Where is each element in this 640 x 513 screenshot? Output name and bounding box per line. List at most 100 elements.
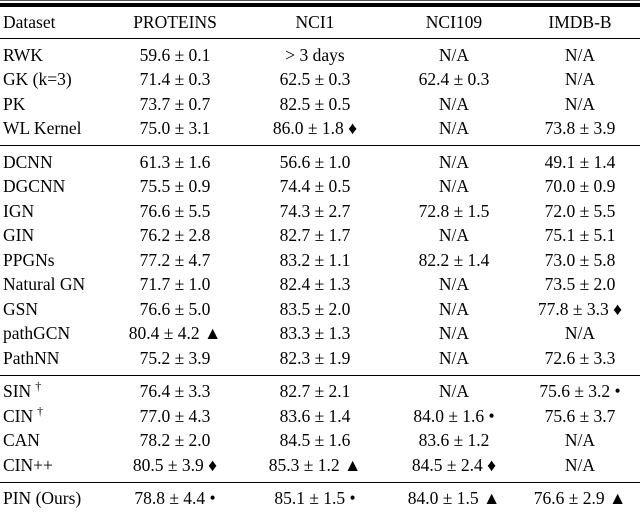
method-cell: PIN (Ours) [0, 482, 108, 513]
method-name: CAN [3, 430, 40, 451]
method-name: RWK [3, 44, 43, 65]
value-cell: 84.5 ± 1.6 [279, 430, 351, 451]
method-cell: PPGNs [0, 248, 108, 273]
results-table: Dataset PROTEINS NCI1 NCI109 IMDB-B RWK 5… [0, 7, 640, 513]
section-graph-kernels: RWK 59.6 ± 0.1 > 3 days N/A N/A GK (k=3) 71.4 … [0, 39, 640, 146]
value-cell: 76.4 ± 3.3 [139, 381, 211, 402]
value-cell: 59.6 ± 0.1 [139, 44, 211, 65]
method-cell: WL Kernel [0, 117, 108, 146]
value-cell: 56.6 ± 1.0 [279, 151, 351, 172]
value-cell: 83.3 ± 1.3 [279, 323, 351, 344]
method-cell: pathGCN [0, 322, 108, 347]
method-name: DCNN [3, 151, 53, 172]
table-row: CAN 78.2 ± 2.0 84.5 ± 1.6 83.6 ± 1.2 N/A [0, 429, 640, 454]
method-cell: PathNN [0, 346, 108, 375]
method-cell: Natural GN [0, 273, 108, 298]
value-cell: 73.8 ± 3.9 [544, 118, 616, 139]
table-row: Natural GN 71.7 ± 1.0 82.4 ± 1.3 N/A 73.5 ± … [0, 273, 640, 298]
value-cell: 49.1 ± 1.4 [544, 151, 616, 172]
value-cell: 84.0 ± 1.6 • [413, 405, 495, 426]
method-name: Natural GN [3, 274, 86, 295]
value-cell: N/A [438, 44, 470, 65]
table-row: CIN † 77.0 ± 4.3 83.6 ± 1.4 84.0 ± 1.6 • 75.6… [0, 404, 640, 429]
table-row: PathNN 75.2 ± 3.9 82.3 ± 1.9 N/A 72.6 ± 3.3 [0, 346, 640, 375]
table-row: SIN † 76.4 ± 3.3 82.7 ± 2.1 N/A 75.6 ± 3.2 • [0, 375, 640, 404]
method-name: IGN [3, 200, 35, 221]
dagger-superscript: † [35, 379, 42, 394]
value-cell: 80.4 ± 4.2 ▲ [128, 323, 222, 344]
method-name: DGCNN [3, 176, 66, 197]
method-cell: GK (k=3) [0, 68, 108, 93]
value-cell: 74.4 ± 0.5 [279, 176, 351, 197]
value-cell: 82.4 ± 1.3 [279, 274, 351, 295]
column-header-imdb-b: IMDB-B [548, 12, 612, 32]
value-cell: 71.7 ± 1.0 [139, 274, 211, 295]
value-cell: N/A [438, 118, 470, 139]
value-cell: 84.5 ± 2.4 ♦ [411, 454, 497, 475]
value-cell: 82.7 ± 1.7 [279, 225, 351, 246]
method-name: PPGNs [3, 249, 55, 270]
value-cell: N/A [438, 225, 470, 246]
value-cell: 80.5 ± 3.9 ♦ [132, 454, 218, 475]
value-cell: 75.6 ± 3.2 • [539, 381, 621, 402]
method-name: pathGCN [3, 323, 71, 344]
method-name: PathNN [3, 347, 60, 368]
method-name: PIN (Ours) [3, 488, 82, 509]
header-row: Dataset PROTEINS NCI1 NCI109 IMDB-B [0, 7, 640, 39]
method-name: PK [3, 93, 26, 114]
method-cell: PK [0, 92, 108, 117]
method-cell: GSN [0, 297, 108, 322]
method-name: GSN [3, 298, 39, 319]
value-cell: N/A [564, 69, 596, 90]
value-cell: 73.7 ± 0.7 [139, 93, 211, 114]
value-cell: N/A [564, 93, 596, 114]
method-cell: CAN [0, 429, 108, 454]
table-row: GK (k=3) 71.4 ± 0.3 62.5 ± 0.3 62.4 ± 0.3 N/… [0, 68, 640, 93]
column-header-dataset: Dataset [3, 12, 56, 32]
section-graph-neural-networks: DCNN 61.3 ± 1.6 56.6 ± 1.0 N/A 49.1 ± 1.4 DGC… [0, 145, 640, 376]
value-cell: 83.2 ± 1.1 [279, 249, 351, 270]
value-cell: 85.1 ± 1.5 • [274, 488, 356, 509]
value-cell: N/A [438, 381, 470, 402]
value-cell: N/A [564, 323, 596, 344]
method-cell: GIN [0, 224, 108, 249]
value-cell: 82.2 ± 1.4 [418, 249, 490, 270]
value-cell: 70.0 ± 0.9 [544, 176, 616, 197]
value-cell: 77.2 ± 4.7 [139, 249, 211, 270]
value-cell: 77.8 ± 3.3 ♦ [537, 298, 623, 319]
method-name: WL Kernel [3, 118, 82, 139]
table-row: DCNN 61.3 ± 1.6 56.6 ± 1.0 N/A 49.1 ± 1.4 [0, 146, 640, 175]
method-name: SIN [3, 381, 32, 402]
table-row: DGCNN 75.5 ± 0.9 74.4 ± 0.5 N/A 70.0 ± 0.9 [0, 175, 640, 200]
value-cell: N/A [438, 151, 470, 172]
table-row: GIN 76.2 ± 2.8 82.7 ± 1.7 N/A 75.1 ± 5.1 [0, 224, 640, 249]
table-row: PPGNs 77.2 ± 4.7 83.2 ± 1.1 82.2 ± 1.4 73.0 … [0, 248, 640, 273]
top-rule-thick [0, 3, 640, 7]
method-cell: SIN † [0, 375, 108, 404]
column-header-nci1: NCI1 [295, 12, 335, 32]
column-header-nci109: NCI109 [425, 12, 483, 32]
value-cell: 61.3 ± 1.6 [139, 151, 211, 172]
method-name: CIN++ [3, 454, 53, 475]
value-cell: 76.2 ± 2.8 [139, 225, 211, 246]
method-name: GK (k=3) [3, 69, 72, 90]
value-cell: 75.6 ± 3.7 [544, 405, 616, 426]
method-cell: DCNN [0, 146, 108, 175]
value-cell: 83.6 ± 1.4 [279, 405, 351, 426]
method-cell: CIN++ [0, 453, 108, 482]
value-cell: 83.5 ± 2.0 [279, 298, 351, 319]
value-cell: N/A [564, 454, 596, 475]
dagger-superscript: † [37, 403, 44, 418]
value-cell: N/A [438, 93, 470, 114]
table-row: WL Kernel 75.0 ± 3.1 86.0 ± 1.8 ♦ N/A 73.8 ±… [0, 117, 640, 146]
section-ours: PIN (Ours) 78.8 ± 4.4 • 85.1 ± 1.5 • 84.0 ±… [0, 482, 640, 513]
table-row: RWK 59.6 ± 0.1 > 3 days N/A N/A [0, 39, 640, 68]
value-cell: 85.3 ± 1.2 ▲ [268, 454, 362, 475]
value-cell: 75.5 ± 0.9 [139, 176, 211, 197]
table-row: IGN 76.6 ± 5.5 74.3 ± 2.7 72.8 ± 1.5 72.0 ± … [0, 199, 640, 224]
value-cell: 76.6 ± 5.5 [139, 200, 211, 221]
table-row: GSN 76.6 ± 5.0 83.5 ± 2.0 N/A 77.8 ± 3.3 ♦ [0, 297, 640, 322]
value-cell: 74.3 ± 2.7 [279, 200, 351, 221]
value-cell: N/A [564, 430, 596, 451]
method-name: GIN [3, 225, 35, 246]
